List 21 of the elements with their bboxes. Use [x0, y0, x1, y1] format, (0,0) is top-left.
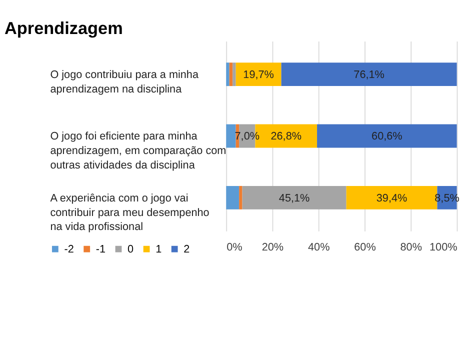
legend-label: 2 [184, 244, 190, 256]
x-tick-label: 100% [430, 241, 458, 254]
legend-label: 0 [128, 244, 134, 256]
data-label: 19,7% [243, 68, 274, 81]
data-label: 39,4% [376, 192, 408, 204]
legend-label: -1 [96, 244, 106, 256]
text: Aprendizagem [4, 18, 123, 38]
legend-label: 1 [156, 244, 162, 256]
data-label: 26,8% [270, 130, 302, 143]
x-tick-label: 80% [400, 241, 422, 254]
y-tick-label: O jogo contribuiu para a minha aprendizagem na disciplina [50, 68, 200, 96]
x-tick-label: 40% [308, 241, 330, 254]
x-tick-label: 60% [354, 241, 376, 254]
y-tick-label: O jogo foi eficiente para minha aprendizagem, em comparação com outras atividades da disciplina [50, 130, 226, 172]
data-label: 76,1% [354, 68, 385, 81]
x-tick-label: 20% [262, 241, 284, 254]
data-label: 60,6% [372, 130, 403, 143]
y-tick-label: A experiência com o jogo vai contribuir para meu desempenho na vida profissional [50, 192, 210, 234]
legend-label: -2 [64, 244, 74, 256]
data-label: 45,1% [278, 192, 310, 204]
x-tick-label: 0% [226, 241, 243, 254]
